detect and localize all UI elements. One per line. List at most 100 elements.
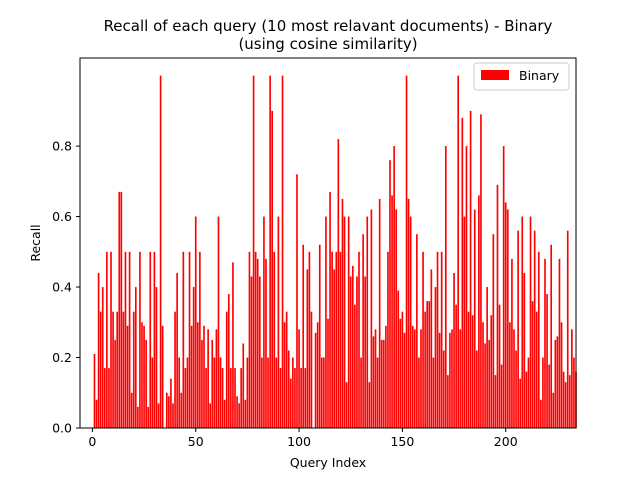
bar bbox=[153, 251, 156, 428]
bar bbox=[95, 399, 98, 428]
bar bbox=[337, 139, 340, 429]
bar bbox=[327, 318, 329, 428]
bar bbox=[349, 276, 352, 428]
bar bbox=[279, 368, 282, 428]
bar bbox=[325, 216, 327, 428]
bar bbox=[451, 329, 453, 428]
bar bbox=[356, 276, 358, 428]
bar bbox=[418, 357, 420, 428]
bar bbox=[519, 378, 522, 428]
bar bbox=[571, 329, 573, 428]
bar bbox=[320, 357, 323, 428]
bar bbox=[188, 251, 191, 428]
bar bbox=[217, 216, 220, 428]
x-tick-label: 100 bbox=[287, 434, 311, 449]
axes-border bbox=[79, 57, 577, 429]
bar bbox=[333, 269, 336, 428]
bar bbox=[277, 216, 280, 428]
bar bbox=[287, 350, 290, 428]
bar bbox=[184, 368, 187, 428]
bar bbox=[250, 276, 253, 428]
bar bbox=[556, 336, 559, 428]
bar bbox=[258, 276, 261, 428]
bar bbox=[236, 396, 238, 428]
bar bbox=[143, 325, 145, 428]
bar bbox=[513, 329, 515, 428]
bar bbox=[393, 146, 395, 428]
bar bbox=[318, 244, 321, 428]
bar bbox=[124, 251, 127, 428]
bar bbox=[515, 350, 517, 428]
bar bbox=[238, 403, 240, 428]
bar bbox=[492, 234, 495, 428]
bar bbox=[161, 325, 164, 428]
bar bbox=[364, 276, 367, 428]
bar bbox=[300, 368, 302, 428]
bar bbox=[137, 406, 139, 428]
bar bbox=[205, 368, 207, 428]
bar bbox=[201, 339, 203, 428]
bar bbox=[517, 230, 519, 428]
bar bbox=[502, 146, 505, 428]
bar bbox=[564, 382, 567, 428]
bar bbox=[558, 258, 561, 428]
bar bbox=[360, 357, 362, 428]
x-axis-label: Query Index bbox=[290, 455, 366, 470]
bar bbox=[436, 251, 439, 428]
bar bbox=[112, 311, 114, 428]
bar bbox=[347, 216, 350, 428]
bar bbox=[490, 315, 493, 428]
bar bbox=[552, 392, 555, 428]
bar bbox=[132, 311, 135, 428]
bar bbox=[453, 272, 455, 428]
bar bbox=[180, 392, 183, 428]
bar bbox=[186, 357, 189, 428]
bar bbox=[525, 371, 528, 428]
bar bbox=[196, 322, 199, 428]
bar bbox=[174, 311, 176, 428]
bar bbox=[447, 375, 449, 428]
bar bbox=[302, 244, 305, 428]
bar bbox=[482, 322, 484, 428]
bar bbox=[358, 251, 360, 428]
bar bbox=[269, 75, 271, 429]
bar bbox=[151, 357, 154, 428]
bar bbox=[159, 75, 162, 429]
bar bbox=[366, 216, 369, 428]
bar bbox=[535, 311, 538, 428]
bar bbox=[465, 146, 468, 428]
bar bbox=[265, 258, 267, 428]
bar bbox=[461, 117, 464, 429]
bar bbox=[397, 290, 400, 428]
bar bbox=[99, 311, 102, 428]
x-tick-label: 200 bbox=[494, 434, 518, 449]
bar bbox=[242, 343, 245, 428]
bar bbox=[234, 368, 236, 428]
bar bbox=[232, 262, 234, 428]
bar bbox=[546, 294, 548, 428]
bar bbox=[368, 382, 371, 428]
bar bbox=[566, 230, 569, 428]
bar bbox=[403, 332, 406, 428]
bar bbox=[134, 287, 137, 428]
bar bbox=[413, 329, 416, 428]
bar bbox=[449, 332, 451, 428]
bar bbox=[511, 258, 513, 428]
bar bbox=[370, 209, 373, 428]
y-tick-label: 0.8 bbox=[52, 139, 72, 154]
bar bbox=[126, 325, 129, 428]
bar bbox=[459, 329, 462, 428]
bar bbox=[211, 339, 214, 428]
bar bbox=[273, 251, 276, 428]
bar bbox=[194, 216, 197, 428]
bar bbox=[345, 382, 348, 428]
bar bbox=[376, 357, 379, 428]
bar bbox=[93, 354, 96, 428]
x-axis-ticks: 0 50 100 150 200 bbox=[88, 428, 518, 449]
bar bbox=[573, 357, 575, 428]
bar bbox=[531, 301, 534, 428]
bar bbox=[509, 322, 511, 428]
bar bbox=[221, 368, 224, 428]
legend: Binary bbox=[473, 62, 570, 91]
bar bbox=[467, 311, 470, 428]
